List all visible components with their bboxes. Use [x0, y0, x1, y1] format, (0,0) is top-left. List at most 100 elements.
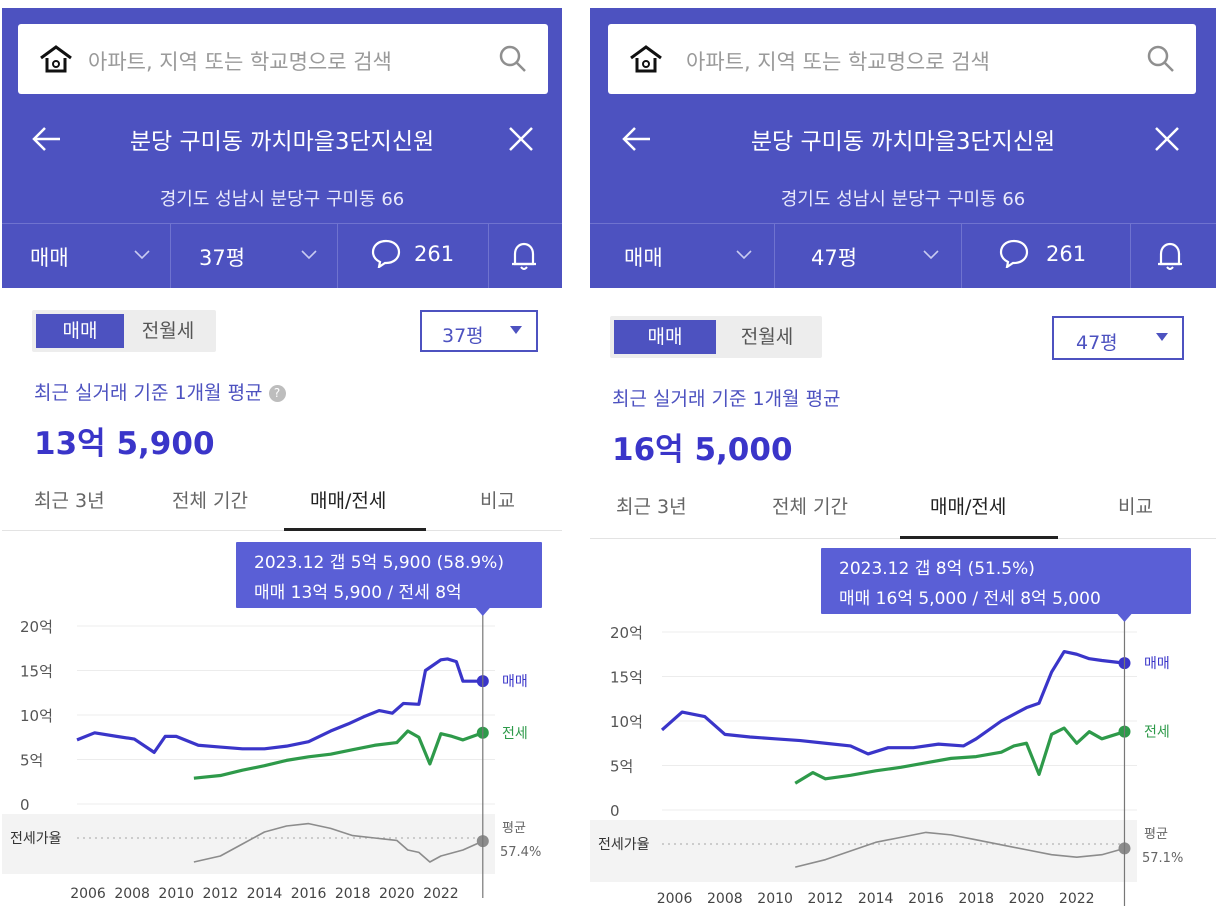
size-dropdown[interactable]: 37평 [420, 310, 538, 352]
x-tick-label: 2020 [379, 886, 415, 902]
comment-icon [371, 239, 401, 268]
y-tick-label: 5억 [610, 758, 633, 776]
series-line-jeonse [193, 729, 484, 780]
comment-count: 261 [414, 242, 455, 266]
tab-compare[interactable]: 비교 [1118, 496, 1153, 518]
average-price: 13억 5,900 [34, 426, 215, 462]
recent-average-label: 최근 실거래 기준 1개월 평균 [612, 384, 841, 411]
x-tick-label: 2008 [114, 886, 150, 902]
y-tick-label: 20억 [20, 618, 53, 636]
bell-icon[interactable] [510, 240, 538, 272]
tooltip-pointer [475, 608, 490, 616]
tab-recent-3y[interactable]: 최근 3년 [34, 490, 105, 512]
header: 아파트, 지역 또는 학교명으로 검색 분당 구미동 까치마을3단지신원 경기도… [2, 8, 562, 288]
segment-rent[interactable]: 전월세 [141, 320, 195, 342]
divider [337, 224, 338, 288]
segment-sale[interactable]: 매매 [614, 320, 716, 354]
chevron-down-icon [301, 250, 317, 260]
average-price: 16억 5,000 [612, 432, 793, 468]
y-tick-label: 10억 [20, 707, 53, 725]
tab-sale-jeonse[interactable]: 매매/전세 [310, 490, 387, 512]
end-label-average: 평균 [502, 821, 526, 836]
size-dropdown[interactable]: 47평 [1052, 316, 1184, 360]
trade-type-select[interactable]: 매매 [590, 224, 774, 288]
y-tick-label: 10억 [610, 713, 643, 731]
tooltip-line-1: 2023.12 갭 5억 5,900 (58.9%) [254, 553, 504, 573]
ratio-label: 전세가율 [10, 831, 62, 847]
x-tick-label: 2022 [1059, 891, 1095, 907]
home-icon[interactable] [628, 44, 664, 74]
comments-button[interactable]: 261 [338, 224, 488, 288]
search-input[interactable]: 아파트, 지역 또는 학교명으로 검색 [88, 50, 392, 74]
back-arrow-icon[interactable] [622, 126, 652, 152]
search-bar[interactable]: 아파트, 지역 또는 학교명으로 검색 [608, 24, 1196, 94]
tab-recent-3y[interactable]: 최근 3년 [616, 496, 687, 518]
x-tick-label: 2014 [247, 886, 283, 902]
y-tick-label: 20억 [610, 624, 643, 642]
segment-sale[interactable]: 매매 [36, 314, 124, 348]
header: 아파트, 지역 또는 학교명으로 검색 분당 구미동 까치마을3단지신원 경기도… [590, 8, 1216, 288]
chevron-down-icon [134, 250, 150, 260]
address: 경기도 성남시 분당구 구미동 66 [159, 189, 405, 210]
y-tick-label: 15억 [20, 663, 53, 681]
divider [1130, 224, 1131, 288]
trade-type-select[interactable]: 매매 [2, 224, 170, 288]
divider [774, 224, 775, 288]
tab-compare[interactable]: 비교 [480, 490, 515, 512]
bell-icon[interactable] [1156, 240, 1184, 272]
close-icon[interactable] [506, 124, 536, 154]
recent-average-text: 최근 실거래 기준 1개월 평균 [34, 382, 263, 404]
size-select[interactable]: 37평 [171, 224, 337, 288]
x-tick-label: 2010 [158, 886, 194, 902]
y-tick-label: 15억 [610, 669, 643, 687]
home-icon[interactable] [38, 44, 74, 74]
tab-sale-jeonse[interactable]: 매매/전세 [930, 496, 1007, 518]
series-line-sale [76, 657, 483, 754]
divider [961, 224, 962, 288]
search-icon[interactable] [1146, 44, 1176, 74]
tooltip-box [236, 542, 542, 608]
segment-rent[interactable]: 전월세 [740, 326, 794, 348]
end-label-average-value: 57.4% [500, 845, 541, 860]
ratio-band [590, 820, 1137, 882]
tab-all-period[interactable]: 전체 기간 [172, 490, 248, 512]
tab-all-period[interactable]: 전체 기간 [772, 496, 848, 518]
x-tick-label: 2012 [808, 891, 844, 907]
help-icon[interactable]: ? [268, 385, 286, 402]
divider [590, 223, 1216, 224]
tooltip-line-2: 매매 16억 5,000 / 전세 8억 5,000 [839, 589, 1101, 609]
x-tick-label: 2020 [1009, 891, 1045, 907]
dropdown-triangle-icon [510, 326, 522, 334]
size-select[interactable]: 47평 [775, 224, 961, 288]
comment-count: 261 [1046, 242, 1087, 266]
end-label-jeonse: 전세 [1144, 725, 1170, 741]
chevron-down-icon [923, 250, 939, 260]
x-tick-label: 2006 [657, 891, 693, 907]
search-input[interactable]: 아파트, 지역 또는 학교명으로 검색 [686, 50, 990, 74]
ratio-band [2, 814, 495, 874]
address: 경기도 성남시 분당구 구미동 66 [780, 189, 1026, 210]
dropdown-triangle-icon [1156, 333, 1168, 341]
search-icon[interactable] [498, 44, 528, 74]
end-label-average-value: 57.1% [1142, 851, 1183, 866]
x-tick-label: 2012 [203, 886, 239, 902]
close-icon[interactable] [1152, 124, 1182, 154]
chart-sale-jeonse: 20억 15억 10억 5억 0 전세가율 2006 2008 2010 2012 2014 2016… [590, 548, 1191, 907]
x-tick-label: 2014 [858, 891, 894, 907]
trade-type-label: 매매 [624, 246, 663, 270]
divider [170, 224, 171, 288]
tooltip-line-1: 2023.12 갭 8억 (51.5%) [839, 559, 1035, 579]
search-bar[interactable]: 아파트, 지역 또는 학교명으로 검색 [18, 24, 548, 94]
x-tick-label: 2008 [707, 891, 743, 907]
y-tick-label: 0 [610, 802, 620, 820]
series-line-jeonse [794, 726, 1125, 785]
chevron-down-icon [736, 250, 752, 260]
back-arrow-icon[interactable] [32, 126, 62, 152]
apartment-name: 분당 구미동 까치마을3단지신원 [129, 129, 435, 155]
tab-active-underline [284, 528, 426, 531]
x-tick-label: 2018 [335, 886, 371, 902]
x-tick-label: 2022 [423, 886, 459, 902]
y-tick-label: 0 [20, 796, 30, 814]
tab-active-underline [900, 536, 1058, 539]
comments-button[interactable]: 261 [962, 224, 1130, 288]
